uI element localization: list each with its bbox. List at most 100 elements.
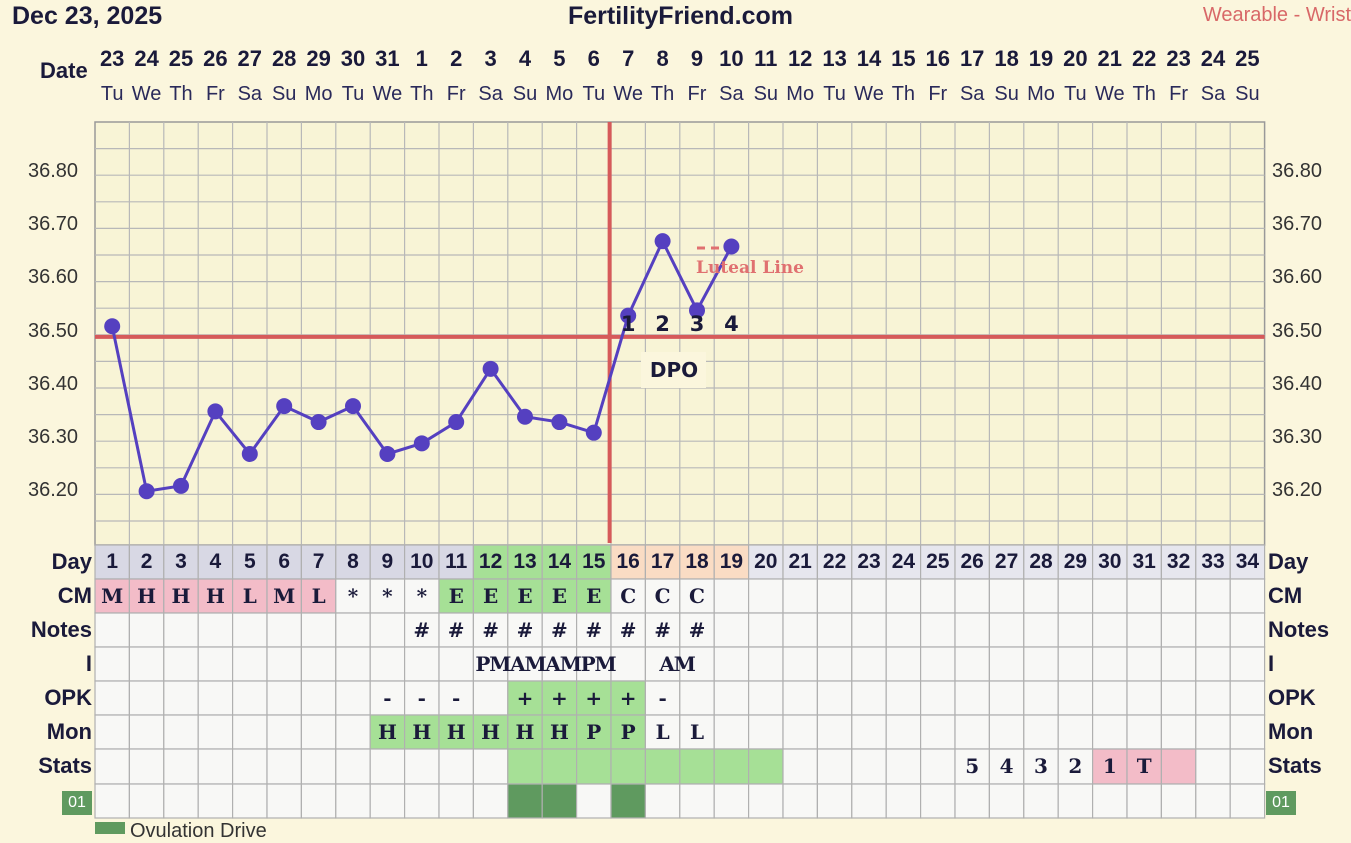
day-number[interactable]: 26 [960,550,984,573]
date-cell: 3 [484,46,497,71]
monitor-cell[interactable]: H [549,720,569,744]
opk-cell[interactable]: + [585,686,603,710]
notes-cell[interactable]: # [482,618,499,642]
day-number[interactable]: 3 [175,550,187,573]
monitor-cell[interactable]: H [446,720,466,744]
stats-cell[interactable]: 3 [1034,754,1048,778]
cm-cell[interactable]: M [273,584,296,608]
date-cell: 12 [787,46,813,71]
monitor-cell[interactable]: L [689,720,705,744]
monitor-cell[interactable]: H [412,720,432,744]
day-number[interactable]: 32 [1166,550,1191,573]
day-number[interactable]: 7 [312,550,325,573]
day-number[interactable]: 29 [1063,550,1088,573]
opk-cell[interactable]: - [417,686,426,710]
cm-cell[interactable]: E [551,584,568,608]
site-title[interactable]: FertilityFriend.com [568,2,794,30]
day-number[interactable]: 9 [381,550,394,573]
marker-cell-bg [782,783,819,819]
day-number[interactable]: 4 [209,550,222,573]
day-number[interactable]: 16 [616,550,640,573]
temperature-point [689,302,705,319]
day-number[interactable]: 31 [1132,550,1156,573]
cm-cell[interactable]: E [586,584,602,608]
day-number[interactable]: 27 [994,550,1019,573]
day-number[interactable]: 11 [445,550,468,573]
notes-cell[interactable]: # [413,618,431,642]
cm-cell[interactable]: * [347,584,359,608]
day-number[interactable]: 15 [582,550,606,573]
day-number[interactable]: 20 [754,550,778,573]
notes-cell-bg [919,612,956,648]
day-number[interactable]: 25 [926,550,950,573]
day-number[interactable]: 21 [788,550,812,573]
notes-cell[interactable]: # [688,618,706,642]
day-number[interactable]: 22 [822,550,847,573]
weekday-cell: Fr [687,83,707,105]
day-number[interactable]: 5 [243,550,256,573]
monitor-cell[interactable]: H [377,720,397,744]
opk-cell[interactable]: - [452,686,461,710]
day-number[interactable]: 13 [513,550,537,573]
monitor-cell[interactable]: P [620,720,636,744]
intercourse-time-label[interactable]: PMAMAMPM [475,652,616,676]
monitor-cell[interactable]: H [515,720,535,744]
day-number[interactable]: 8 [347,550,359,573]
monitor-cell[interactable]: P [586,720,602,744]
day-number[interactable]: 14 [547,550,572,573]
day-number[interactable]: 6 [278,550,291,573]
opk-cell[interactable]: + [551,686,568,710]
notes-cell[interactable]: # [619,618,637,642]
cm-cell[interactable]: M [101,584,124,608]
day-number[interactable]: 28 [1029,550,1053,573]
day-number[interactable]: 2 [140,550,153,573]
stats-cell[interactable]: 5 [965,754,980,778]
monitor-cell[interactable]: H [481,720,501,744]
monitor-cell-bg [1126,714,1163,750]
stats-cell[interactable]: T [1136,754,1152,778]
cm-cell[interactable]: L [311,584,326,608]
cm-cell[interactable]: E [448,584,464,608]
cm-cell[interactable]: C [654,584,671,608]
day-number[interactable]: 10 [410,550,434,573]
intercourse-time-label[interactable]: AM [659,652,695,676]
day-number[interactable]: 19 [719,550,744,573]
cm-cell[interactable]: L [242,584,257,608]
cm-cell[interactable]: C [620,584,637,608]
opk-cell[interactable]: - [383,686,392,710]
cm-cell[interactable]: H [205,584,225,608]
cm-cell[interactable]: C [689,584,705,608]
day-number[interactable]: 18 [685,550,709,573]
monitor-cell[interactable]: L [655,720,670,744]
cm-cell[interactable]: * [382,584,393,608]
opk-cell[interactable]: - [658,686,667,710]
notes-cell[interactable]: # [654,618,671,642]
cm-cell[interactable]: * [416,584,428,608]
day-number-bg [1195,544,1231,580]
notes-cell[interactable]: # [447,618,465,642]
cycle-tag-left: 01 [62,791,92,815]
cm-cell[interactable]: E [517,584,533,608]
day-number[interactable]: 23 [857,550,881,573]
day-number[interactable]: 24 [891,550,916,573]
opk-cell[interactable]: + [619,686,637,710]
stats-cell[interactable]: 2 [1068,754,1083,778]
day-number[interactable]: 1 [106,550,119,573]
temperature-point [276,398,293,415]
cm-cell[interactable]: E [482,584,499,608]
cm-cell[interactable]: H [137,584,157,608]
day-number[interactable]: 34 [1235,550,1260,573]
cm-cell[interactable]: H [171,584,191,608]
day-number[interactable]: 30 [1098,550,1122,573]
dpo-label-bg [641,352,706,388]
day-number[interactable]: 33 [1201,550,1225,573]
day-number[interactable]: 12 [478,550,503,573]
stats-cell[interactable]: 4 [999,754,1014,778]
notes-cell[interactable]: # [585,618,603,642]
notes-cell[interactable]: # [551,618,568,642]
notes-cell[interactable]: # [516,618,534,642]
cm-cell-bg [1091,578,1128,614]
day-number[interactable]: 17 [650,550,675,573]
stats-cell[interactable]: 1 [1102,754,1117,778]
opk-cell[interactable]: + [516,686,534,710]
